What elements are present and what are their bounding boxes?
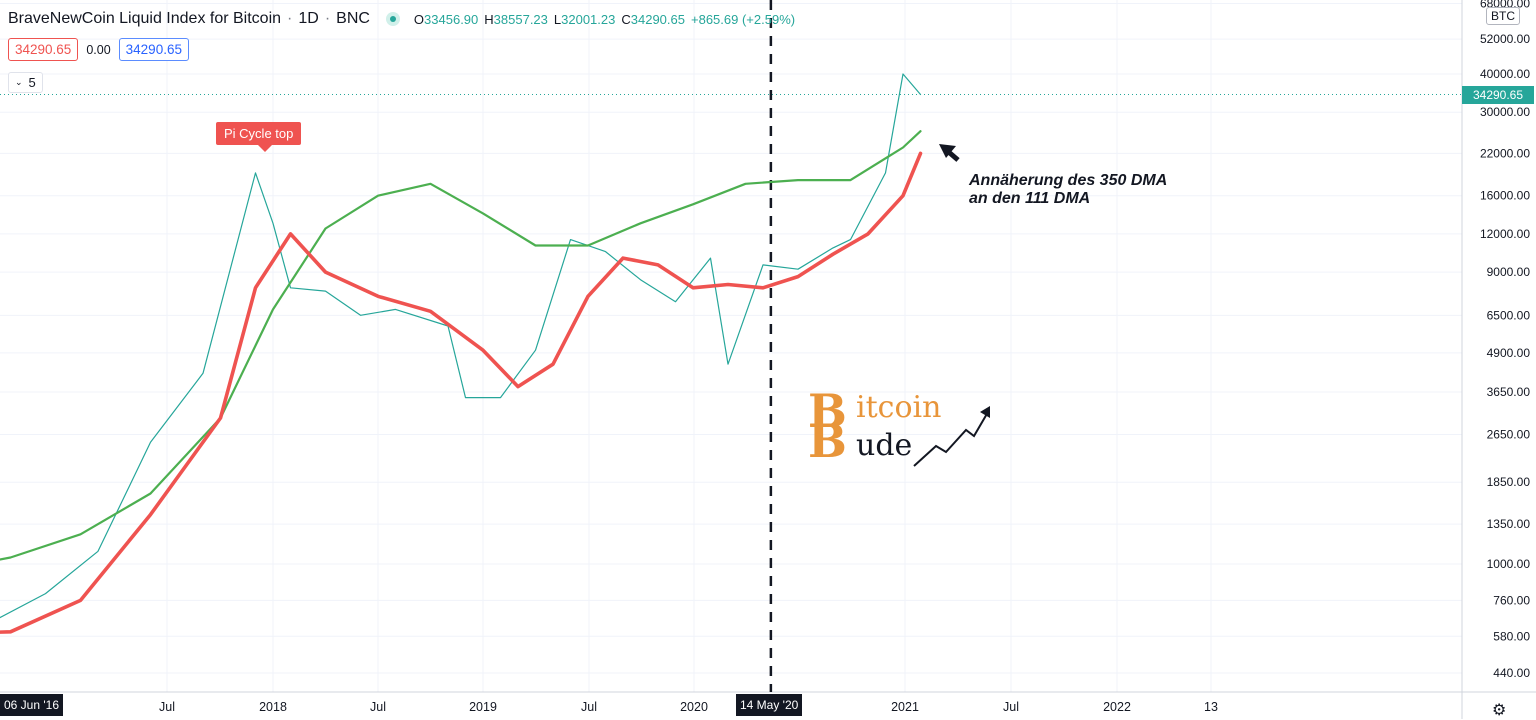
y-tick-label: 2650.00	[1487, 428, 1531, 442]
x-tick-label: 2019	[469, 700, 497, 714]
y-tick-label: 1350.00	[1487, 517, 1531, 531]
date-tag-cursor: 14 May '20	[736, 694, 803, 716]
x-tick-label: 2020	[680, 700, 708, 714]
ohlc-close-value: 34290.65	[630, 11, 685, 27]
ohlc-change-value: +865.69 (+2.59%)	[691, 11, 796, 27]
annotation-arrowhead-icon	[939, 144, 956, 158]
sell-price-button[interactable]: 34290.65	[8, 38, 79, 61]
annotation-note[interactable]: Annäherung des 350 DMA an den 111 DMA	[969, 172, 1167, 208]
x-tick-label: 2022	[1103, 700, 1131, 714]
ohlc-close-label: C	[621, 11, 631, 27]
y-tick-label: 1000.00	[1487, 557, 1531, 571]
logo-letter-b-bottom: B	[808, 414, 847, 468]
ohlc-low-label: L	[553, 11, 562, 27]
logo-trend-arrow-icon	[913, 406, 990, 467]
currency-tag[interactable]: BTC	[1486, 7, 1520, 25]
x-tick-label: Jul	[159, 700, 175, 714]
ohlc-high: H38557.23	[484, 12, 548, 27]
ohlc-open: O33456.90	[414, 12, 478, 27]
title-separator-2: ·	[324, 10, 331, 27]
x-tick-label: 13	[1204, 700, 1218, 714]
annotation-line-2: an den 111 DMA	[969, 190, 1091, 207]
x-tick-label: 2021	[891, 700, 919, 714]
y-tick-label: 40000.00	[1480, 67, 1530, 81]
chart-header: BraveNewCoin Liquid Index for Bitcoin · …	[8, 8, 801, 30]
y-tick-label: 52000.00	[1480, 32, 1530, 46]
annotation-line-1: Annäherung des 350 DMA	[969, 172, 1168, 189]
symbol-title[interactable]: BraveNewCoin Liquid Index for Bitcoin	[8, 10, 282, 27]
y-tick-label: 9000.00	[1487, 265, 1531, 279]
ohlc-open-value: 33456.90	[424, 11, 479, 27]
ohlc-high-label: H	[484, 11, 494, 27]
interval-label[interactable]: 1D	[298, 10, 319, 27]
ma-350-line	[0, 130, 922, 561]
ohlc-change: +865.69 (+2.59%)	[691, 12, 795, 27]
y-tick-label: 440.00	[1493, 666, 1530, 680]
indicator-count: 5	[28, 75, 36, 90]
exchange-label: BNC	[336, 10, 370, 27]
logo-text-itcoin: itcoin	[856, 390, 942, 425]
ohlc-low-value: 32001.23	[561, 11, 616, 27]
y-tick-label: 12000.00	[1480, 227, 1530, 241]
y-tick-label: 580.00	[1493, 629, 1530, 643]
x-tick-label: Jul	[370, 700, 386, 714]
y-tick-label: 6500.00	[1487, 308, 1531, 322]
market-status-icon[interactable]	[385, 12, 400, 26]
price-series-line	[0, 73, 922, 619]
x-tick-label: Jul	[581, 700, 597, 714]
pi-cycle-callout[interactable]: Pi Cycle top	[216, 122, 302, 152]
y-tick-label: 22000.00	[1480, 146, 1530, 160]
last-price-tag: 34290.65	[1462, 86, 1534, 104]
logo-text-ude: ude	[856, 428, 913, 463]
y-tick-label: 760.00	[1493, 593, 1530, 607]
ohlc-low: L32001.23	[554, 12, 615, 27]
date-tag-left: 06 Jun '16	[0, 694, 64, 716]
y-tick-label: 16000.00	[1480, 189, 1530, 203]
gear-icon[interactable]: ⚙	[1492, 702, 1507, 719]
ma-111-line	[0, 151, 923, 634]
spread-value: 0.00	[86, 42, 111, 57]
y-tick-label: 68000.00	[1480, 0, 1530, 11]
indicator-toggle[interactable]: ⌄ 5	[8, 72, 43, 93]
x-tick-label: 2018	[259, 700, 287, 714]
bitcoinbude-logo: B itcoin B ude	[808, 388, 998, 468]
ohlc-close: C34290.65	[621, 12, 685, 27]
ohlc-high-value: 38557.23	[493, 11, 548, 27]
y-tick-label: 4900.00	[1487, 346, 1531, 360]
ohlc-open-label: O	[413, 11, 425, 27]
y-tick-label: 1850.00	[1487, 475, 1531, 489]
title-separator-1: ·	[287, 10, 293, 27]
x-tick-label: Jul	[1003, 700, 1019, 714]
chevron-down-icon[interactable]: ⌄	[15, 77, 23, 87]
y-tick-label: 30000.00	[1480, 105, 1530, 119]
y-tick-label: 3650.00	[1487, 385, 1531, 399]
buy-price-button[interactable]: 34290.65	[118, 38, 189, 61]
trade-row: 34290.65 0.00 34290.65	[8, 38, 189, 61]
logo-letter-b-top: B	[808, 384, 847, 438]
